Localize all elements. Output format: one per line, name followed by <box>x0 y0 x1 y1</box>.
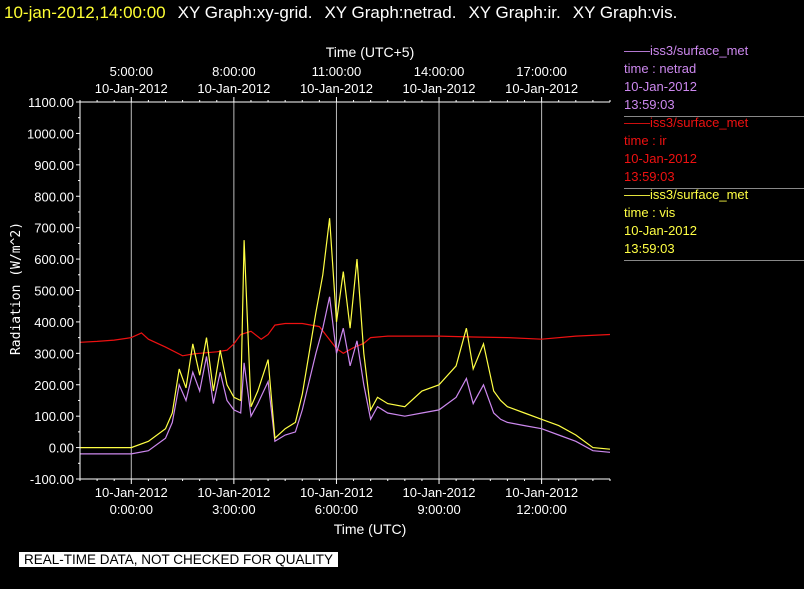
y-tick-label: 1100.00 <box>28 95 74 110</box>
series-layer <box>79 218 611 455</box>
legend-separator <box>624 116 804 117</box>
legend-netrad-time: 13:59:03 <box>624 97 675 112</box>
x-top-tick-label-date: 10-Jan-2012 <box>300 81 373 96</box>
legend-vis-date: 10-Jan-2012 <box>624 223 697 238</box>
x-top-tick-label-time: 5:00:00 <box>110 64 153 79</box>
y-axis-label: Radiation (W/m^2) <box>9 222 24 355</box>
graph-title-vis: XY Graph:vis. <box>572 3 678 22</box>
legend-vis-time: 13:59:03 <box>624 241 675 256</box>
x-top-tick-label-time: 14:00:00 <box>414 64 465 79</box>
y-tick-label: 300.00 <box>34 346 74 361</box>
labels-layer: -100.00 0.00 100.00 200.00 300.00 400.00 500.0… <box>9 44 578 537</box>
x-tick-label-time: 6:00:00 <box>315 502 358 517</box>
legend-ir-time: 13:59:03 <box>624 169 675 184</box>
legend-netrad-var: time : netrad <box>624 61 697 76</box>
legend-netrad[interactable]: ——iss3/surface_met time : netrad 10-Jan-… <box>624 42 804 117</box>
y-tick-label: 100.00 <box>34 409 74 424</box>
y-tick-label: 600.00 <box>34 252 74 267</box>
y-tick-label: 200.00 <box>34 378 74 393</box>
timestamp: 10-jan-2012,14:00:00 <box>4 3 166 22</box>
legend-ir-var: time : ir <box>624 133 667 148</box>
x-top-tick-label-time: 17:00:00 <box>516 64 567 79</box>
y-tick-label: 900.00 <box>34 158 74 173</box>
legend-vis[interactable]: ——iss3/surface_met time : vis 10-Jan-201… <box>624 186 804 261</box>
grid-layer <box>130 102 543 479</box>
legend-ir-source: ——iss3/surface_met <box>624 115 749 130</box>
legend-separator <box>624 260 804 261</box>
x-top-tick-label-date: 10-Jan-2012 <box>403 81 476 96</box>
legend-netrad-date: 10-Jan-2012 <box>624 79 697 94</box>
graph-title-xy-grid: XY Graph:xy-grid. <box>177 3 313 22</box>
x-tick-label-date: 10-Jan-2012 <box>300 485 373 500</box>
graph-title-netrad: XY Graph:netrad. <box>324 3 457 22</box>
x-tick-label-date: 10-Jan-2012 <box>403 485 476 500</box>
legend-line-icon: —— <box>624 43 650 58</box>
x-tick-label-time: 3:00:00 <box>212 502 255 517</box>
series-line-ir <box>79 322 611 357</box>
y-tick-label: 1000.00 <box>27 126 74 141</box>
x-top-tick-label-date: 10-Jan-2012 <box>505 81 578 96</box>
axes-layer <box>76 97 611 484</box>
legend-line-icon: —— <box>624 187 650 202</box>
x-tick-label-time: 0:00:00 <box>110 502 153 517</box>
legend-vis-var: time : vis <box>624 205 676 220</box>
y-tick-label: 400.00 <box>34 315 74 330</box>
legend-ir-date: 10-Jan-2012 <box>624 151 697 166</box>
y-tick-label: 700.00 <box>34 221 74 236</box>
x-tick-label-date: 10-Jan-2012 <box>95 485 168 500</box>
legend-line-icon: —— <box>624 115 650 130</box>
x-top-tick-label-date: 10-Jan-2012 <box>95 81 168 96</box>
y-tick-label: 500.00 <box>34 284 74 299</box>
x-tick-label-time: 9:00:00 <box>417 502 460 517</box>
x-tick-label-time: 12:00:00 <box>516 502 567 517</box>
legend-vis-source: ——iss3/surface_met <box>624 187 749 202</box>
title-bar: 10-jan-2012,14:00:00 XY Graph:xy-grid. XY … <box>4 3 689 23</box>
y-tick-label: 0.00 <box>49 441 74 456</box>
y-tick-label: -100.00 <box>30 472 74 487</box>
x-top-tick-label-date: 10-Jan-2012 <box>197 81 270 96</box>
disclaimer-banner: REAL-TIME DATA, NOT CHECKED FOR QUALITY <box>19 552 339 567</box>
x-top-tick-label-time: 8:00:00 <box>212 64 255 79</box>
x-tick-label-date: 10-Jan-2012 <box>197 485 270 500</box>
y-tick-label: 800.00 <box>34 189 74 204</box>
x-axis-top-label: Time (UTC+5) <box>326 44 415 60</box>
series-line-netrad <box>80 296 611 455</box>
legend-separator <box>624 188 804 189</box>
x-top-tick-label-time: 11:00:00 <box>312 64 362 79</box>
x-tick-label-date: 10-Jan-2012 <box>505 485 578 500</box>
legend-netrad-source: ——iss3/surface_met <box>624 43 749 58</box>
legend-ir[interactable]: ——iss3/surface_met time : ir 10-Jan-2012… <box>624 114 804 189</box>
graph-title-ir: XY Graph:ir. <box>468 3 561 22</box>
x-axis-label: Time (UTC) <box>334 521 407 537</box>
series-line-vis <box>80 218 611 450</box>
